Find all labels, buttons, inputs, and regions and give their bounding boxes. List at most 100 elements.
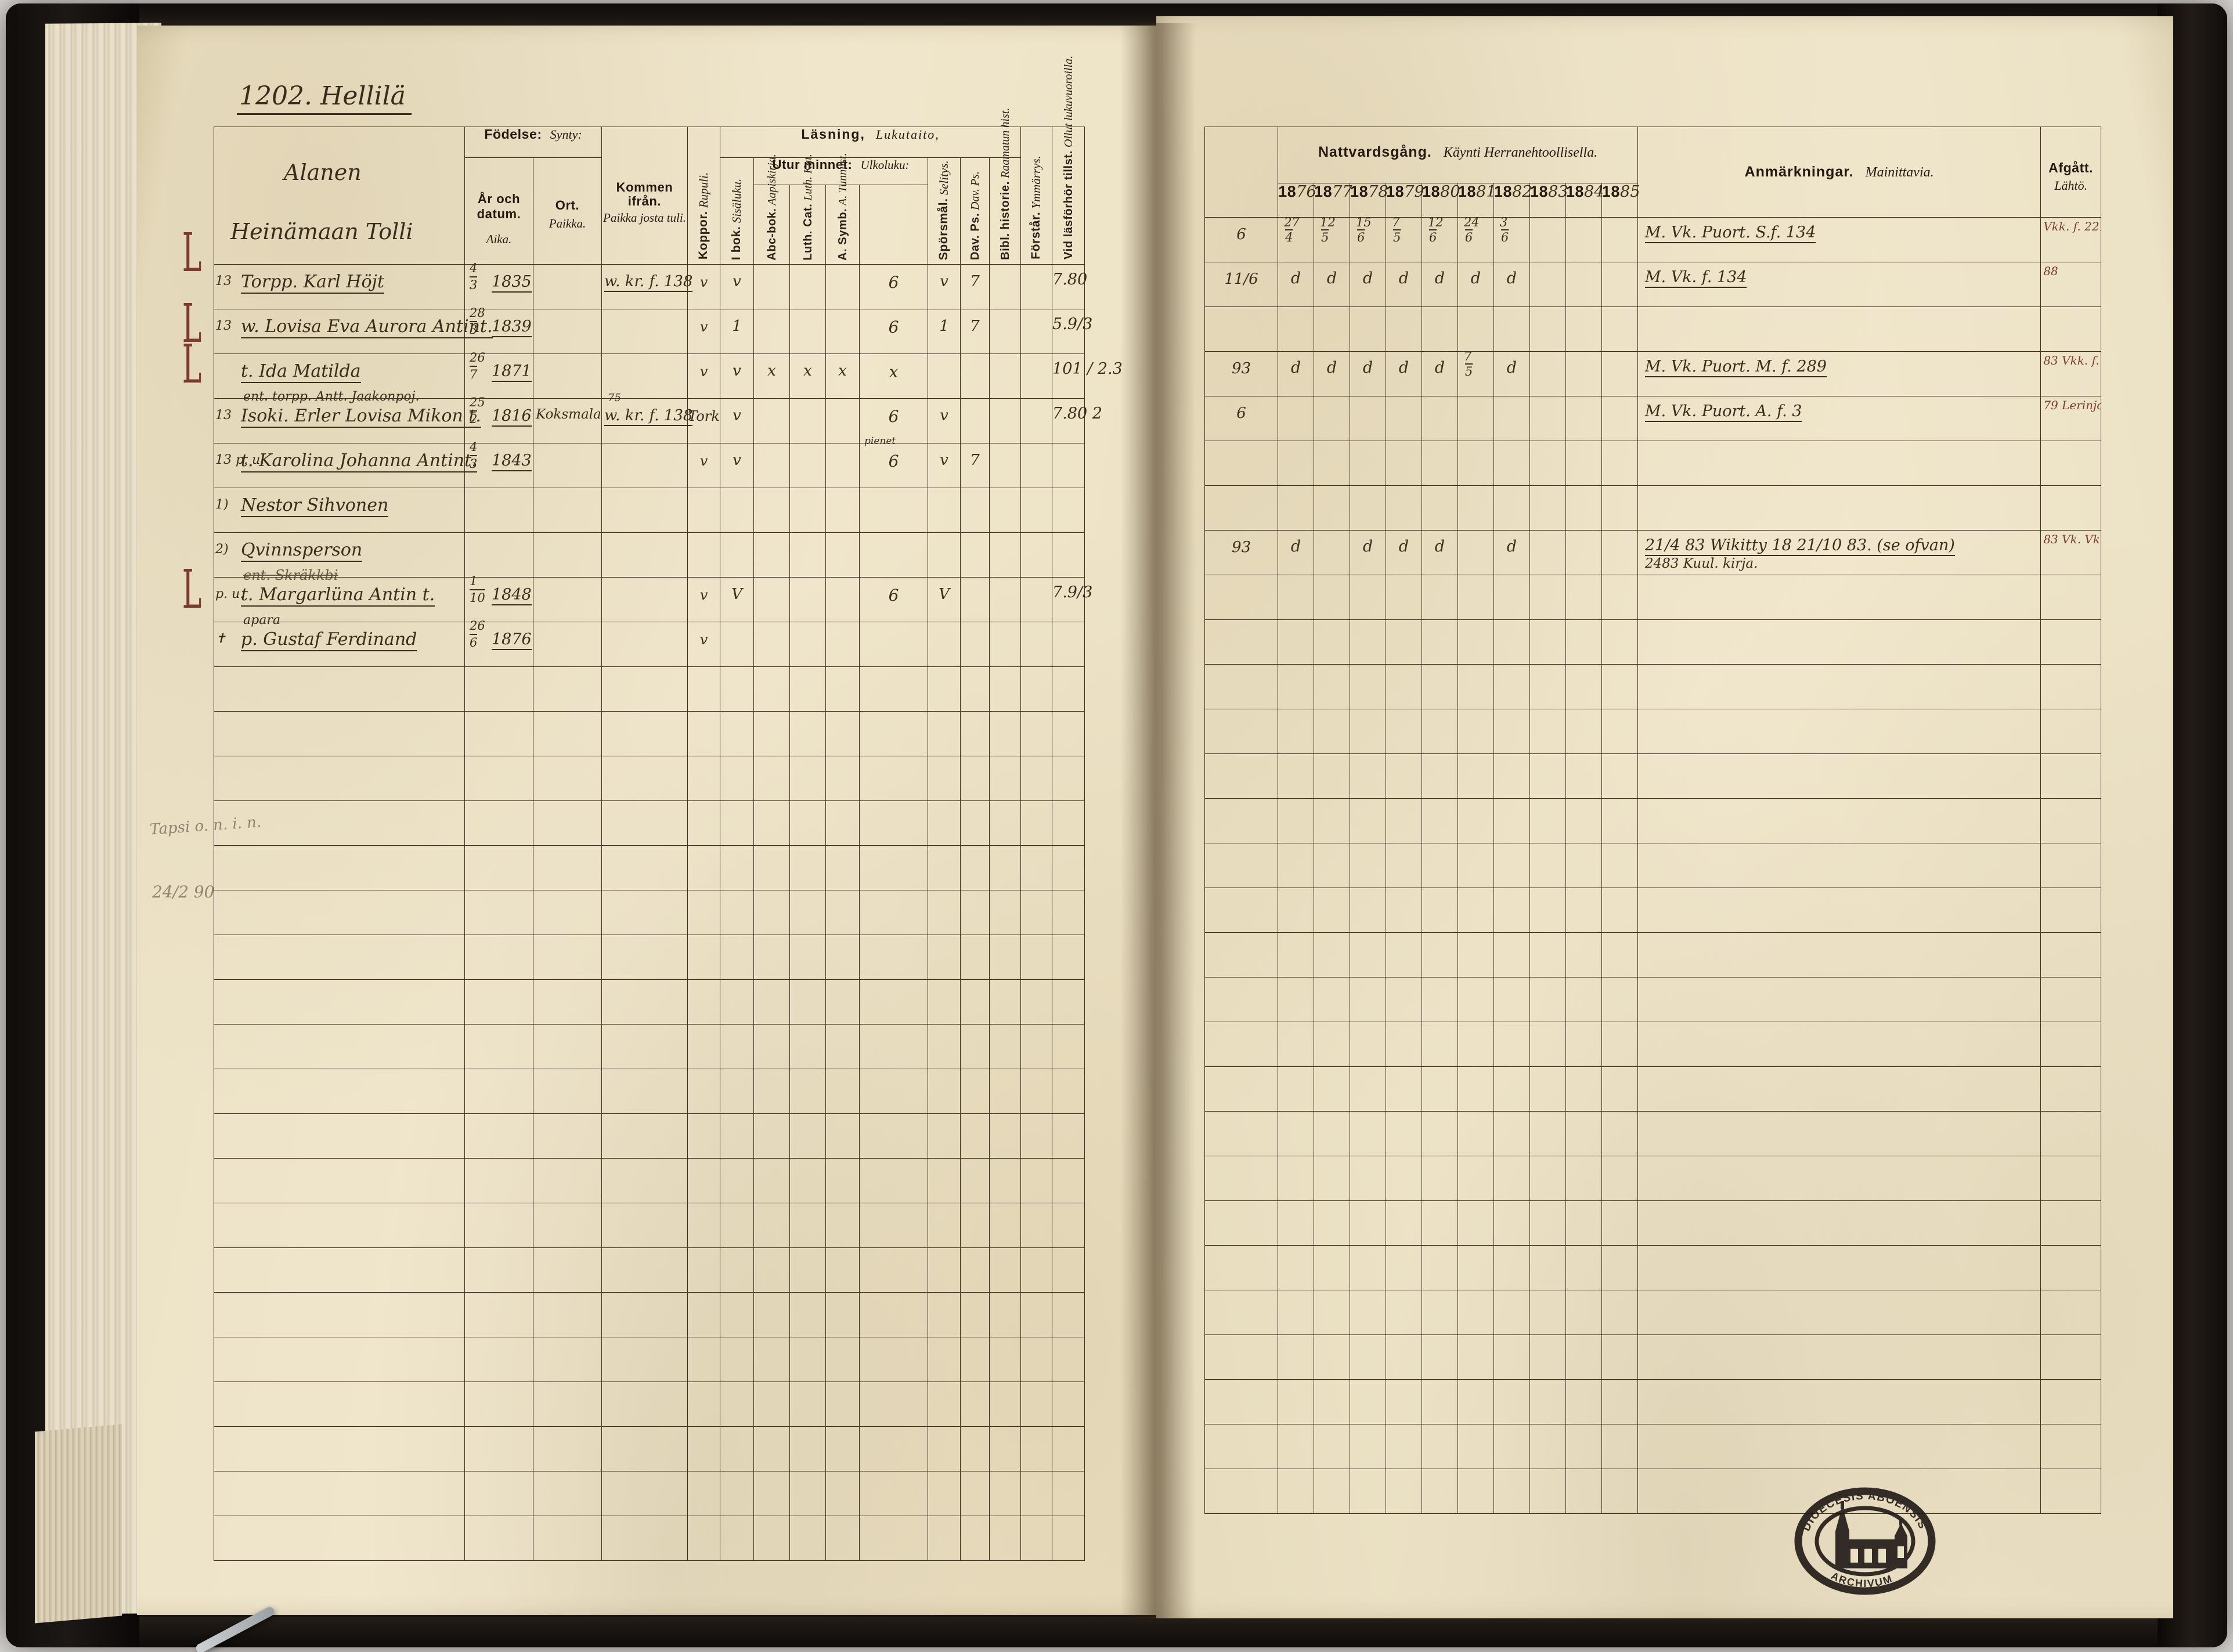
cell-communion-pre[interactable] — [1204, 619, 1279, 665]
table-row[interactable] — [214, 1382, 1085, 1427]
cell-name[interactable] — [214, 1382, 465, 1427]
cell-came-from[interactable] — [601, 1247, 688, 1293]
cell-communion-pre[interactable]: 6 — [1204, 396, 1279, 441]
cell-came-from[interactable] — [601, 1069, 688, 1114]
cell-birth-place[interactable] — [533, 666, 602, 712]
cell-psalms[interactable] — [928, 354, 961, 399]
cell-communion-1878[interactable] — [1350, 843, 1386, 888]
cell-communion-1879[interactable] — [1385, 575, 1422, 620]
cell-catechism[interactable] — [789, 577, 826, 622]
cell-communion-1883[interactable] — [1529, 932, 1566, 978]
cell-communion-1883[interactable] — [1529, 1290, 1566, 1335]
cell-attendance[interactable] — [1052, 1069, 1085, 1114]
cell-communion-1879[interactable]: d — [1385, 530, 1422, 575]
cell-smallpox[interactable] — [687, 890, 720, 935]
cell-departed[interactable] — [2040, 1334, 2101, 1380]
cell-spacer[interactable] — [989, 577, 1022, 622]
cell-understanding[interactable] — [1020, 935, 1053, 980]
cell-understanding[interactable] — [1020, 532, 1053, 578]
cell-communion-1877[interactable] — [1314, 843, 1350, 888]
cell-communion-1877[interactable] — [1314, 888, 1350, 933]
cell-smallpox[interactable] — [687, 488, 720, 533]
cell-spacer[interactable] — [989, 488, 1022, 533]
cell-bible-history[interactable] — [960, 622, 990, 667]
cell-communion-1885[interactable] — [1601, 932, 1638, 978]
cell-attendance[interactable] — [1052, 1516, 1085, 1561]
cell-understanding[interactable] — [1020, 1292, 1053, 1337]
cell-communion-1880[interactable] — [1421, 396, 1458, 441]
table-row[interactable] — [214, 890, 1085, 935]
cell-came-from[interactable] — [601, 1516, 688, 1561]
cell-abc[interactable] — [753, 666, 790, 712]
cell-communion-1884[interactable] — [1565, 664, 1602, 709]
table-row[interactable]: 6 27 4 12 5 15 6 7 5 12 6 24 6 3 6 M. Vk. Puort. S.f. 1… — [1204, 215, 2101, 262]
cell-inner-reading[interactable] — [720, 1471, 754, 1516]
table-row[interactable]: 13 w. Lovisa Eva Aurora Antint. 28 3 1839 v 1 6… — [214, 306, 1092, 354]
cell-communion-1885[interactable] — [1601, 977, 1638, 1022]
cell-birth-place[interactable] — [533, 1203, 602, 1248]
cell-bible-history[interactable] — [960, 1247, 990, 1293]
table-row[interactable] — [214, 935, 1085, 980]
cell-communion-1883[interactable] — [1529, 396, 1566, 441]
cell-bible-history[interactable] — [960, 1337, 990, 1382]
table-row[interactable]: 2) Qvinnsperson — [214, 532, 1085, 578]
cell-spacer[interactable] — [989, 890, 1022, 935]
cell-smallpox[interactable] — [687, 1113, 720, 1159]
cell-birth-place[interactable] — [533, 443, 602, 488]
cell-psalms[interactable] — [928, 890, 961, 935]
cell-communion-1876[interactable] — [1278, 1156, 1315, 1201]
cell-spacer[interactable] — [989, 1516, 1022, 1561]
cell-smallpox[interactable]: v — [687, 309, 720, 354]
cell-abc[interactable] — [753, 935, 790, 980]
table-row[interactable] — [214, 845, 1085, 890]
cell-communion-1883[interactable] — [1529, 485, 1566, 531]
cell-communion-1879[interactable] — [1385, 1156, 1422, 1201]
cell-birth-date[interactable] — [464, 979, 533, 1025]
cell-understanding[interactable] — [1020, 443, 1053, 488]
cell-birth-place[interactable] — [533, 800, 602, 846]
cell-smallpox[interactable] — [687, 1337, 720, 1382]
cell-communion-1880[interactable] — [1421, 1334, 1458, 1380]
cell-bible-history[interactable] — [960, 711, 990, 756]
cell-abc[interactable] — [753, 1203, 790, 1248]
cell-inner-reading[interactable] — [720, 890, 754, 935]
cell-communion-1883[interactable] — [1529, 619, 1566, 665]
cell-communion-1885[interactable] — [1601, 1022, 1638, 1067]
cell-understanding[interactable] — [1020, 756, 1053, 801]
cell-explanation[interactable] — [859, 532, 928, 578]
cell-communion-1880[interactable]: d — [1421, 262, 1458, 307]
cell-birth-place[interactable] — [533, 1516, 602, 1561]
cell-attendance[interactable] — [1052, 1337, 1085, 1382]
cell-communion-1881[interactable] — [1457, 575, 1494, 620]
cell-psalms[interactable] — [928, 800, 961, 846]
cell-communion-1882[interactable] — [1493, 1066, 1530, 1112]
cell-smallpox[interactable] — [687, 845, 720, 890]
cell-name[interactable] — [214, 711, 465, 756]
cell-attendance[interactable]: 7.80 2 — [1052, 398, 1102, 443]
cell-bible-history[interactable] — [960, 845, 990, 890]
cell-communion-1885[interactable] — [1601, 575, 1638, 620]
cell-communion-pre[interactable] — [1204, 977, 1279, 1022]
cell-abc[interactable] — [753, 1113, 790, 1159]
cell-symbol[interactable] — [825, 1292, 860, 1337]
cell-psalms[interactable] — [928, 532, 961, 578]
cell-departed[interactable]: 79 Lerinjoki — [2040, 396, 2101, 441]
cell-smallpox[interactable] — [687, 756, 720, 801]
cell-communion-1879[interactable] — [1385, 1111, 1422, 1156]
cell-communion-1880[interactable]: d — [1421, 351, 1458, 396]
cell-birth-date[interactable] — [464, 1516, 533, 1561]
cell-explanation[interactable]: 6 — [859, 398, 928, 443]
table-row[interactable]: ✝ apara p. Gustaf Ferdinand 26 6 1876 v — [214, 613, 1085, 667]
cell-bible-history[interactable]: 7 — [960, 443, 990, 488]
cell-understanding[interactable] — [1020, 1113, 1053, 1159]
table-row[interactable] — [214, 979, 1085, 1025]
cell-understanding[interactable] — [1020, 577, 1053, 622]
cell-psalms[interactable] — [928, 1113, 961, 1159]
cell-bible-history[interactable] — [960, 1516, 990, 1561]
cell-explanation[interactable] — [859, 1292, 928, 1337]
cell-communion-1877[interactable] — [1314, 306, 1350, 352]
cell-communion-1879[interactable]: d — [1385, 351, 1422, 396]
cell-birth-place[interactable]: Koksmala — [533, 398, 602, 443]
table-row[interactable] — [214, 1292, 1085, 1337]
cell-communion-1879[interactable] — [1385, 1200, 1422, 1246]
